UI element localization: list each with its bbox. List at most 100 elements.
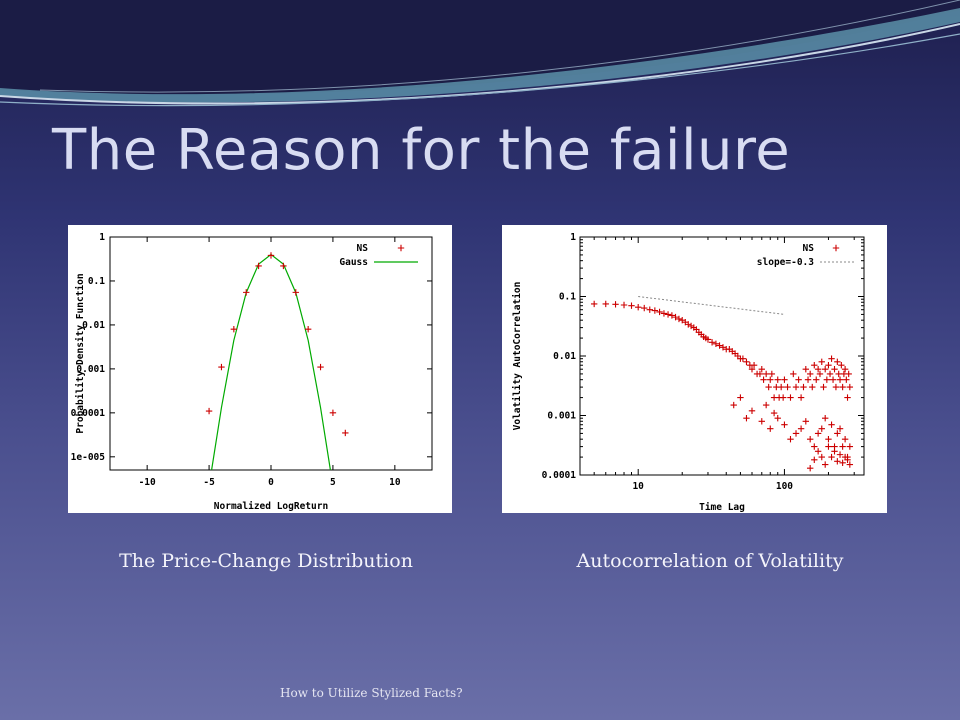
ns-data-point — [841, 366, 849, 373]
ns-data-point — [787, 394, 794, 401]
volatility-autocorrelation-chart: 10 100 1 0.1 0.01 0.001 0.0001 Time Lag Volatili… — [512, 232, 865, 513]
ns-data-point — [792, 383, 800, 391]
ns-data-point — [829, 376, 837, 383]
ns-data-point — [641, 304, 648, 312]
plot-frame — [109, 236, 433, 471]
ns-data-point — [822, 415, 829, 422]
ns-data-point — [750, 362, 758, 369]
ns-data-point — [828, 453, 835, 461]
plot-frame — [579, 236, 865, 476]
ns-data-point — [779, 394, 787, 401]
ns-data-point — [672, 313, 679, 321]
ns-data-point — [838, 362, 845, 369]
ns-data-point — [790, 370, 797, 378]
ns-data-point — [828, 421, 835, 428]
ns-data-point — [811, 456, 818, 464]
ns-data-point — [832, 383, 840, 391]
ns-data-point — [845, 370, 852, 378]
ns-data-point — [656, 308, 663, 316]
ns-data-point — [668, 312, 676, 319]
ns-data-point — [762, 401, 770, 409]
ns-data-point — [743, 415, 750, 422]
legend-label: NS — [803, 243, 815, 254]
x-tick-label: 10 — [632, 481, 644, 492]
caption-price-change: The Price-Change Distribution — [119, 550, 413, 572]
ns-data-point — [806, 435, 814, 443]
ns-data-point — [846, 383, 854, 391]
y-tick-label: 0.1 — [88, 276, 105, 287]
ns-data-point — [634, 304, 642, 311]
ns-data-point — [844, 456, 851, 464]
ns-data-point — [825, 362, 832, 369]
ns-data-point — [802, 418, 810, 425]
ns-data-point — [781, 376, 788, 383]
ns-data-point — [797, 394, 805, 401]
ns-data-point — [708, 339, 716, 346]
ns-data-point — [825, 435, 832, 443]
ns-data-point — [834, 358, 841, 365]
ns-data-point — [846, 461, 854, 468]
ns-data-point — [342, 429, 349, 437]
slide-footer: How to Utilize Stylized Facts? — [280, 686, 463, 700]
ns-data-point — [784, 383, 791, 391]
ns-data-point — [834, 430, 841, 437]
ns-data-point — [818, 358, 825, 365]
ns-data-point — [831, 448, 838, 455]
ns-data-point — [756, 370, 764, 378]
ns-data-point — [304, 325, 312, 333]
ns-data-point — [846, 443, 854, 450]
price-change-chart-panel: -10 -5 0 5 10 1 0.1 0.01 0.001 0.0001 1e-005 Normal… — [68, 225, 452, 513]
ns-data-point — [787, 435, 794, 443]
y-tick-label: 1e-005 — [71, 452, 106, 463]
x-tick-label: 100 — [776, 481, 793, 492]
ns-data-point — [243, 289, 250, 296]
y-tick-label: 0.001 — [547, 411, 576, 422]
ns-data-point — [795, 376, 802, 383]
ns-data-point — [774, 415, 781, 422]
ns-data-point — [255, 262, 262, 270]
ns-data-point — [818, 453, 825, 461]
ns-data-point — [739, 355, 747, 362]
ns-data-point — [781, 421, 788, 428]
ns-data-point — [843, 376, 850, 383]
y-tick-label: 0.1 — [559, 292, 576, 303]
ns-data-point — [730, 401, 737, 409]
ns-data-point — [748, 407, 756, 414]
x-tick-label: 10 — [389, 477, 401, 488]
volatility-autocorrelation-chart-panel: 10 100 1 0.1 0.01 0.001 0.0001 Time Lag Volatili… — [502, 225, 887, 513]
ns-data-point — [685, 321, 692, 328]
ns-data-point — [809, 383, 816, 391]
y-axis-label: Probability Density Function — [75, 273, 86, 433]
ns-data-point — [280, 262, 287, 270]
ns-data-point — [828, 355, 835, 362]
ns-data-point — [292, 289, 299, 296]
ns-data-point — [806, 465, 814, 472]
ns-data-point — [767, 425, 774, 432]
ns-data-point — [620, 301, 628, 309]
y-tick-label: 0.001 — [76, 364, 105, 375]
y-tick-label: 0.0001 — [542, 470, 577, 481]
y-tick-label: 0.01 — [553, 351, 576, 362]
ns-data-point — [716, 342, 723, 349]
caption-autocorrelation: Autocorrelation of Volatility — [576, 550, 844, 572]
y-axis-label: Volatility AutoCorrelation — [512, 282, 523, 431]
ns-data-point — [760, 376, 767, 383]
ns-data-point — [748, 366, 756, 373]
ns-data-point — [834, 458, 841, 465]
legend-ns-marker — [397, 244, 405, 252]
ns-data-point — [758, 418, 765, 425]
ns-data-point — [792, 430, 800, 437]
legend-label: NS — [357, 243, 369, 254]
x-tick-label: 0 — [268, 477, 274, 488]
y-tick-label: 1 — [570, 232, 576, 243]
ns-data-point — [831, 366, 838, 373]
ns-data-point — [825, 443, 832, 450]
ns-data-point — [660, 310, 668, 317]
slide-title: The Reason for the failure — [52, 118, 791, 183]
ns-data-point — [762, 370, 770, 378]
ns-data-point — [844, 394, 851, 401]
ns-data-point — [712, 340, 720, 348]
ns-data-point — [797, 425, 805, 432]
x-tick-label: -10 — [139, 477, 156, 488]
ns-data-point — [267, 252, 275, 259]
